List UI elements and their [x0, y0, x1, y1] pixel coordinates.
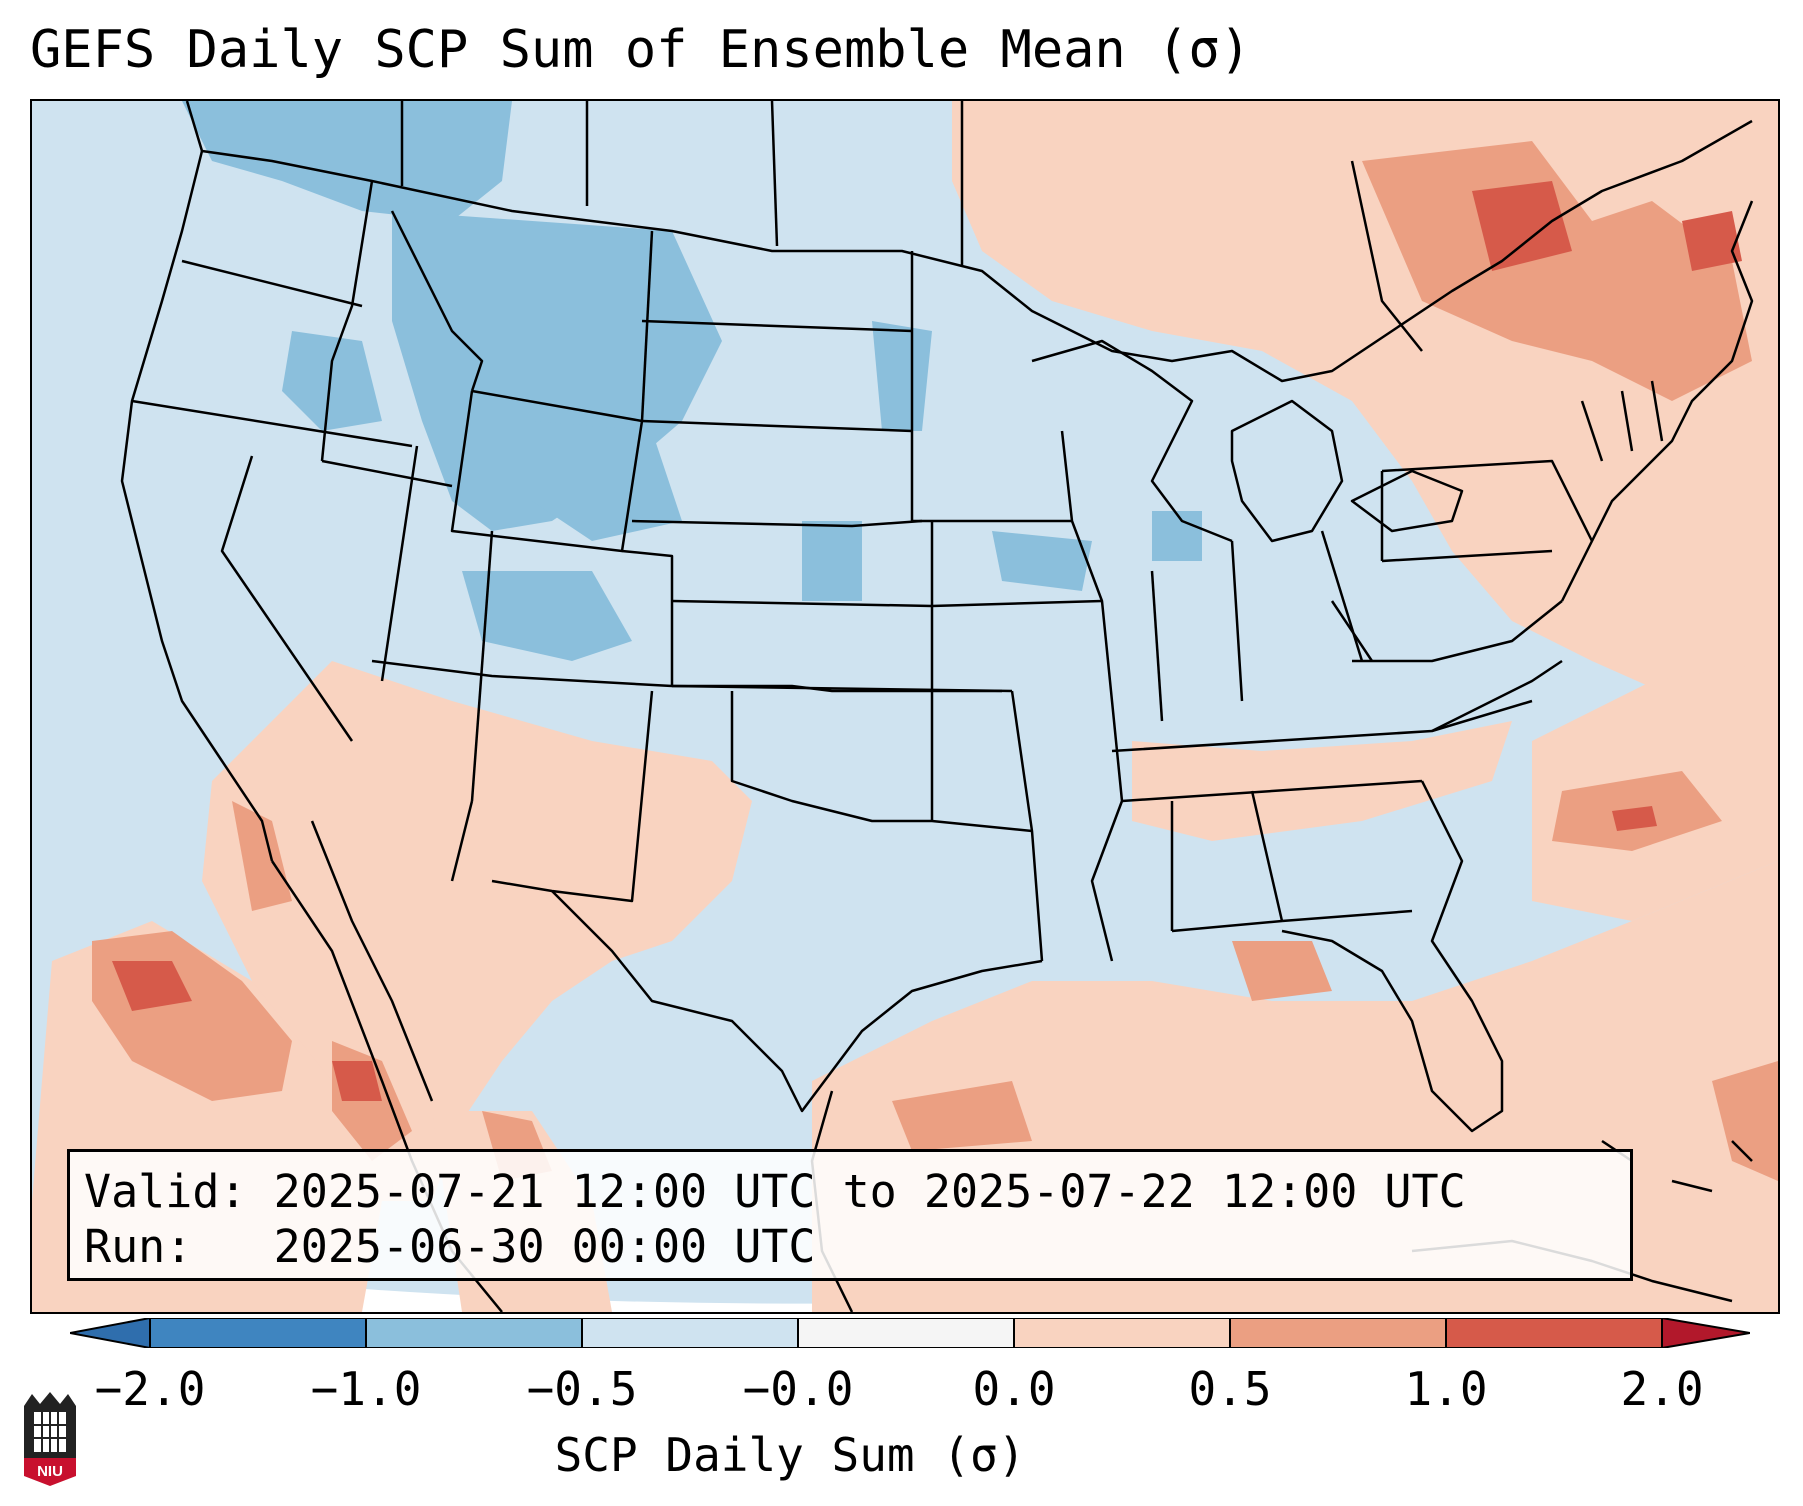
map-svg: [32, 101, 1778, 1312]
colorbar-tick-label: 2.0: [1620, 1362, 1704, 1416]
map-title: GEFS Daily SCP Sum of Ensemble Mean (σ): [30, 20, 1251, 80]
colorbar-tick-label: 0.5: [1188, 1362, 1272, 1416]
colorbar-segment: [366, 1318, 582, 1348]
colorbar-label: SCP Daily Sum (σ): [554, 1428, 1026, 1482]
colorbar-tick-label: −1.0: [310, 1362, 422, 1416]
state-boundaries: [120, 101, 1754, 1312]
run-time-line: Run: 2025-06-30 00:00 UTC: [84, 1220, 816, 1273]
colorbar-segment: [1014, 1318, 1230, 1348]
colorbar-tick-label: 0.0: [972, 1362, 1056, 1416]
colorbar-tick-label: 1.0: [1404, 1362, 1488, 1416]
logo-text: NIU: [37, 1463, 63, 1480]
colorbar-segment: [1446, 1318, 1662, 1348]
colorbar-segment: [798, 1318, 1014, 1348]
colorbar-tick-label: −0.5: [526, 1362, 638, 1416]
colorbar-segment: [150, 1318, 366, 1348]
valid-time-line: Valid: 2025-07-21 12:00 UTC to 2025-07-2…: [84, 1165, 1466, 1218]
moderate-positive-regions: [92, 141, 1778, 1181]
map-panel[interactable]: [30, 99, 1780, 1314]
colorbar-tick-label: −0.0: [742, 1362, 854, 1416]
colorbar-tick-label: −2.0: [94, 1362, 206, 1416]
niu-logo: NIU: [24, 1392, 76, 1486]
valid-run-info-box: Valid: 2025-07-21 12:00 UTC to 2025-07-2…: [67, 1149, 1633, 1281]
colorbar: [70, 1318, 1750, 1348]
negative-anomaly-regions: [182, 101, 1202, 661]
strong-positive-regions: [112, 181, 1742, 1101]
colorbar-extend-high: [1662, 1318, 1750, 1348]
colorbar-segment: [582, 1318, 798, 1348]
colorbar-extend-low: [70, 1318, 150, 1348]
colorbar-segment: [1230, 1318, 1446, 1348]
